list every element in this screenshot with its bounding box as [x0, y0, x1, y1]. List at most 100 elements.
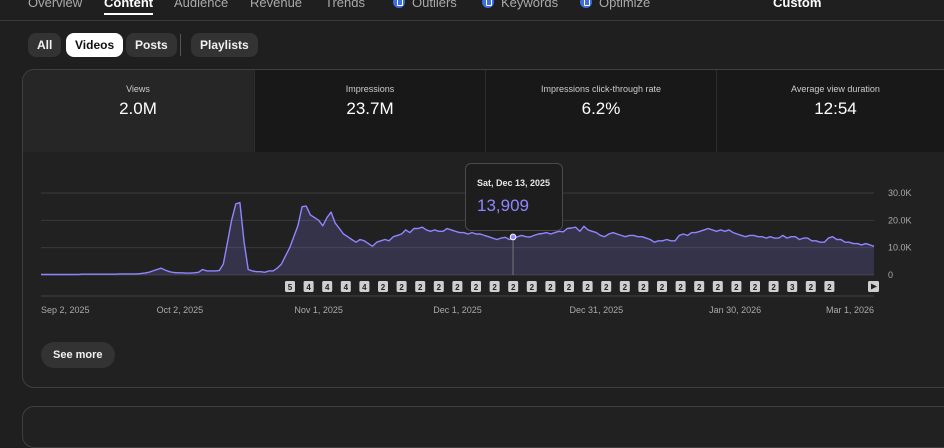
tab-overview[interactable]: Overview: [28, 0, 82, 10]
upload-marker: [303, 281, 314, 292]
upload-marker-count: 2: [418, 283, 423, 292]
metric-tab-impressions[interactable]: Impressions 23.7M: [254, 70, 485, 152]
upload-marker: [433, 281, 444, 292]
y-tick-label: 20.0K: [888, 215, 912, 225]
tooltip-point: [509, 233, 517, 241]
filter-chip-all[interactable]: All: [28, 33, 62, 57]
tab-trends[interactable]: Trends: [325, 0, 365, 10]
upload-marker-count: 2: [697, 283, 702, 292]
upload-marker-count: 2: [827, 283, 832, 292]
metric-value: 12:54: [814, 99, 857, 118]
metric-label: Impressions click-through rate: [540, 84, 662, 94]
play-arrow-icon: [871, 283, 877, 290]
upload-marker-count: 4: [306, 283, 311, 292]
upload-marker: [526, 281, 537, 292]
insights-icon: [482, 0, 494, 8]
series-area: [41, 202, 874, 275]
tab-label: Keywords: [501, 0, 559, 10]
next-card: [22, 406, 944, 448]
tooltip-value: 13,909: [477, 196, 529, 215]
upload-marker: [340, 281, 351, 292]
upload-marker: [452, 281, 463, 292]
tab-content[interactable]: Content: [104, 0, 154, 15]
upload-marker-count: 2: [623, 283, 628, 292]
insights-icon: [393, 0, 405, 8]
upload-marker-count: 2: [660, 283, 665, 292]
tab-label: Trends: [325, 0, 365, 10]
tab-revenue[interactable]: Revenue: [250, 0, 302, 10]
upload-marker-count: 2: [399, 283, 404, 292]
upload-marker: [322, 281, 333, 292]
x-tick-label: Nov 1, 2025: [294, 305, 343, 315]
upload-marker: [359, 281, 370, 292]
y-tick-label: 10.0K: [888, 243, 912, 253]
upload-marker: [638, 281, 649, 292]
tab-audience[interactable]: Audience: [174, 0, 228, 10]
upload-marker-count: 2: [511, 283, 516, 292]
upload-marker: [805, 281, 816, 292]
upload-marker-count: 2: [381, 283, 386, 292]
upload-marker-count: 4: [344, 283, 349, 292]
metric-value: 6.2%: [581, 99, 621, 118]
x-tick-label: Dec 31, 2025: [570, 305, 624, 315]
x-tick-label: Dec 1, 2025: [433, 305, 482, 315]
upload-marker: [694, 281, 705, 292]
upload-marker: [471, 281, 481, 292]
upload-marker-count: 2: [492, 283, 497, 292]
chip-divider: [180, 34, 181, 56]
upload-marker-count: 2: [567, 283, 572, 292]
upload-marker-count: 2: [641, 283, 646, 292]
upload-marker: [415, 281, 426, 292]
filter-chip-posts[interactable]: Posts: [126, 33, 177, 57]
tab-keywords[interactable]: Keywords: [482, 0, 558, 10]
metric-tab-views[interactable]: Views 2.0M: [23, 70, 253, 152]
active-tab-indicator: [104, 13, 154, 15]
views-line-chart[interactable]: 0 10.0K 20.0K 30.0K Sep 2, 2025 Oct 2, 2025 No…: [0, 0, 944, 416]
upload-marker-count: 2: [771, 283, 776, 292]
insights-icon: [580, 0, 592, 8]
tab-label: Audience: [174, 0, 229, 10]
upload-marker: [712, 281, 723, 292]
upload-marker-count: 3: [790, 283, 795, 292]
y-tick-label: 0: [888, 270, 893, 280]
analytics-tab-bar: Overview Content Audience Revenue Trends…: [0, 0, 944, 21]
upload-marker-count: 2: [809, 283, 814, 292]
tab-label: Overview: [28, 0, 83, 10]
upload-marker: [619, 281, 630, 292]
x-tick-label: Sep 2, 2025: [41, 305, 90, 315]
metric-value: 23.7M: [346, 99, 394, 118]
upload-marker-count: 2: [585, 283, 590, 292]
tab-optimize[interactable]: Optimize: [580, 0, 650, 10]
upload-marker-count: 2: [716, 283, 721, 292]
x-tick-label: Mar 1, 2026: [826, 305, 874, 315]
upload-marker: [489, 281, 500, 292]
upload-marker-count: 4: [325, 283, 330, 292]
tab-outliers[interactable]: Outliers: [393, 0, 457, 10]
upload-marker-count: 2: [474, 283, 479, 292]
upload-marker: [787, 281, 798, 292]
filter-chip-videos[interactable]: Videos: [66, 33, 124, 57]
see-more-button[interactable]: See more: [41, 342, 115, 368]
date-range-selector[interactable]: Custom: [773, 0, 822, 10]
metric-tab-avg-view-duration[interactable]: Average view duration 12:54: [716, 70, 944, 152]
x-tick-label: Oct 2, 2025: [157, 305, 204, 315]
series-line: [41, 201, 875, 276]
upload-marker: [396, 281, 407, 292]
metric-label: Views: [126, 84, 150, 94]
metric-label: Average view duration: [791, 84, 880, 94]
upload-marker: [545, 281, 556, 292]
tab-label: Outliers: [412, 0, 457, 10]
upload-marker-count: 2: [455, 283, 460, 292]
x-tick-label: Jan 30, 2026: [709, 305, 761, 315]
tooltip-date: Sat, Dec 13, 2025: [477, 178, 551, 188]
upload-marker: [731, 281, 742, 292]
upload-marker: [285, 281, 295, 292]
upload-marker-count: 2: [678, 283, 683, 292]
metric-tab-ctr[interactable]: Impressions click-through rate 6.2%: [485, 70, 716, 152]
upload-marker: [750, 281, 760, 292]
upload-marker-count: 4: [362, 283, 367, 292]
filter-chip-playlists[interactable]: Playlists: [191, 33, 258, 57]
upload-marker: [564, 281, 574, 292]
upload-marker: [508, 281, 519, 292]
chart-tooltip: Sat, Dec 13, 2025 13,909: [465, 163, 563, 231]
